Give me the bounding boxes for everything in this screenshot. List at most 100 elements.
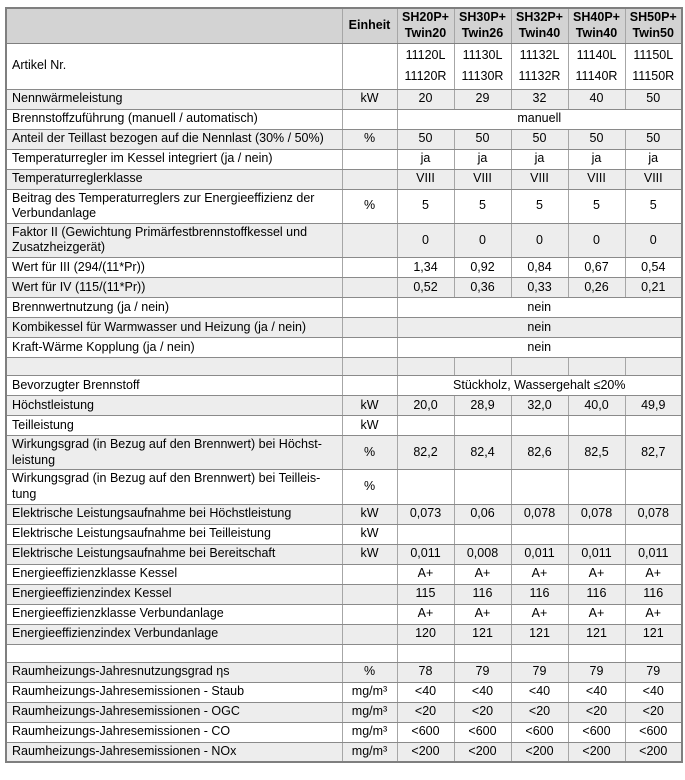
- cell-value: 0,52: [396, 277, 455, 298]
- cell-value: 79: [567, 661, 626, 683]
- table-row: Raumheizungs-Jahresemissionen - NOx mg/m³…: [5, 741, 683, 763]
- cell-value: [453, 523, 512, 545]
- header-empty-cell: [5, 7, 343, 44]
- row-unit: [341, 222, 398, 259]
- cell-value: ja: [567, 148, 626, 170]
- cell-value: [567, 415, 626, 436]
- header-model-column: SH50P+ Twin50: [624, 7, 683, 44]
- cell-value: [624, 469, 683, 505]
- cell-value: 121: [567, 623, 626, 645]
- table-row: Wert für III (294/(11*Pr)) 1,34 0,92 0,84 0,…: [5, 257, 683, 278]
- cell-value: 0,33: [510, 277, 569, 298]
- cell-value: 11140L 11140R: [567, 43, 626, 90]
- cell-value: 0,011: [567, 543, 626, 565]
- cell-value: <40: [567, 681, 626, 703]
- cell-value: 116: [567, 583, 626, 605]
- table-row: Höchstleistung kW 20,0 28,9 32,0 40,0 49,9: [5, 395, 683, 416]
- row-unit: [341, 297, 398, 318]
- table-row: Faktor II (Gewichtung Primärfestbrennsto…: [5, 222, 683, 259]
- cell-value: 11120L 11120R: [396, 43, 455, 90]
- cell-value: A+: [510, 603, 569, 625]
- cell-value: [510, 523, 569, 545]
- cell-value: VIII: [396, 168, 455, 190]
- row-unit: [341, 583, 398, 605]
- cell-value: 0,26: [567, 277, 626, 298]
- cell-value: A+: [453, 603, 512, 625]
- row-unit: [341, 337, 398, 358]
- table-row: Elektrische Leistungsaufnahme bei Bereit…: [5, 543, 683, 565]
- cell-value: 11150L 11150R: [624, 43, 683, 90]
- cell-value: <600: [396, 721, 455, 743]
- row-unit: %: [341, 128, 398, 150]
- cell-value: 79: [453, 661, 512, 683]
- spacer-cell: [341, 643, 398, 663]
- row-unit: mg/m³: [341, 721, 398, 743]
- row-unit: mg/m³: [341, 681, 398, 703]
- cell-value: ja: [453, 148, 512, 170]
- spacer-row: [5, 643, 683, 663]
- cell-value: [624, 523, 683, 545]
- row-label: Temperaturreglerklasse: [5, 168, 343, 190]
- cell-value: 50: [567, 128, 626, 150]
- row-unit: [341, 148, 398, 170]
- cell-value: A+: [453, 563, 512, 585]
- cell-value: 20,0: [396, 395, 455, 416]
- row-unit: [341, 277, 398, 298]
- cell-value: 28,9: [453, 395, 512, 416]
- row-label: Energieeffizienzindex Kessel: [5, 583, 343, 605]
- cell-value: 116: [453, 583, 512, 605]
- spacer-cell: [624, 357, 683, 376]
- cell-value: 0,011: [624, 543, 683, 565]
- cell-value: 50: [510, 128, 569, 150]
- row-label: Elektrische Leistungsaufnahme bei Bereit…: [5, 543, 343, 565]
- span-value: manuell: [396, 108, 683, 130]
- cell-value: <200: [624, 741, 683, 763]
- cell-value: 0,92: [453, 257, 512, 278]
- row-label: Höchstleistung: [5, 395, 343, 416]
- row-unit: kW: [341, 543, 398, 565]
- cell-value: 40,0: [567, 395, 626, 416]
- cell-value: 120: [396, 623, 455, 645]
- cell-value: 32,0: [510, 395, 569, 416]
- cell-value: 82,6: [510, 434, 569, 471]
- cell-value: A+: [624, 603, 683, 625]
- cell-value: 20: [396, 88, 455, 110]
- spacer-cell: [510, 357, 569, 376]
- cell-value: <40: [624, 681, 683, 703]
- cell-value: 0,06: [453, 503, 512, 525]
- cell-value: <20: [453, 701, 512, 723]
- cell-value: 121: [624, 623, 683, 645]
- cell-value: <600: [453, 721, 512, 743]
- cell-value: <200: [567, 741, 626, 763]
- cell-value: 116: [624, 583, 683, 605]
- row-label: Raumheizungs-Jahresnutzungsgrad ηs: [5, 661, 343, 683]
- span-value: nein: [396, 337, 683, 358]
- row-label: Kombikessel für Warmwasser und Heizung (…: [5, 317, 343, 338]
- spacer-row: [5, 357, 683, 376]
- cell-value: [453, 469, 512, 505]
- cell-value: 121: [453, 623, 512, 645]
- spacer-cell: [5, 357, 343, 376]
- row-unit: [341, 168, 398, 190]
- cell-value: 0,078: [624, 503, 683, 525]
- cell-value: 5: [624, 188, 683, 224]
- cell-value: 0: [396, 222, 455, 259]
- table-row: Raumheizungs-Jahresemissionen - Staub mg/…: [5, 681, 683, 703]
- cell-value: 0,67: [567, 257, 626, 278]
- spacer-cell: [624, 643, 683, 663]
- cell-value: <600: [567, 721, 626, 743]
- cell-value: 0: [567, 222, 626, 259]
- spacer-cell: [396, 357, 455, 376]
- table-row: Energieeffizienzindex Kessel 115 116 116 116…: [5, 583, 683, 605]
- spec-table: Einheit SH20P+ Twin20 SH30P+ Twin26 SH32P+ …: [5, 7, 683, 763]
- cell-value: [624, 415, 683, 436]
- row-label: Energieeffizienzklasse Verbundanlage: [5, 603, 343, 625]
- cell-value: 50: [624, 88, 683, 110]
- cell-value: 5: [396, 188, 455, 224]
- table-row: Wirkungsgrad (in Bezug auf den Brennwert…: [5, 434, 683, 471]
- cell-value: A+: [396, 563, 455, 585]
- spacer-cell: [567, 643, 626, 663]
- cell-value: 0,84: [510, 257, 569, 278]
- row-label: Brennstoffzuführung (manuell / automatis…: [5, 108, 343, 130]
- cell-value: <20: [510, 701, 569, 723]
